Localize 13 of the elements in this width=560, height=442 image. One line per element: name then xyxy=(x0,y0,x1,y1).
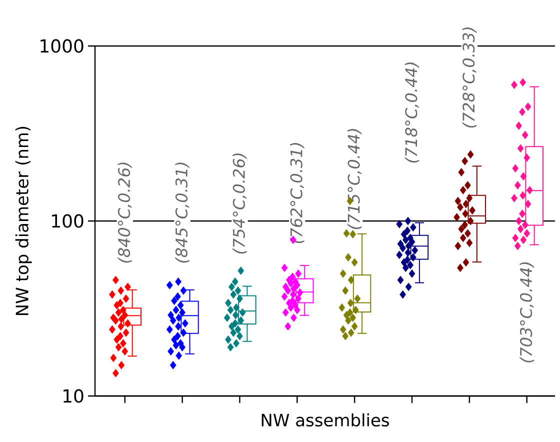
annotation: (754°C,0.26) xyxy=(232,154,247,254)
y-tick-label: 10 xyxy=(64,389,84,403)
annotation: (715°C,0.44) xyxy=(347,129,362,230)
annotation: (703°C,0.44) xyxy=(520,262,534,362)
y-tick-label: 100 xyxy=(52,214,84,228)
annotation: (840°C,0.26) xyxy=(118,162,132,263)
annotation: (762°C,0.31) xyxy=(290,143,304,244)
annotation: (728°C,0.33) xyxy=(462,28,477,128)
y-axis-title: NW top diameter (nm) xyxy=(15,126,32,315)
annotation: (718°C,0.44) xyxy=(404,62,420,163)
y-tick-label: 1000 xyxy=(40,39,84,53)
x-axis-title: NW assemblies xyxy=(262,413,389,427)
annotation: (845°C,0.31) xyxy=(175,162,190,263)
